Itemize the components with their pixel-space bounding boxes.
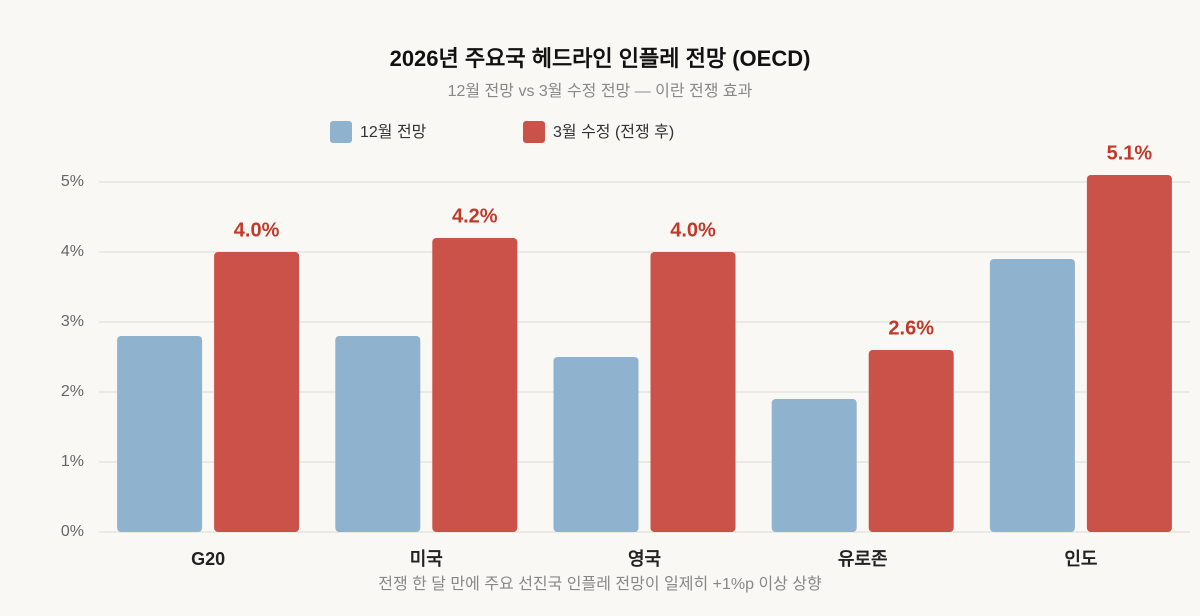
legend-swatch	[330, 121, 352, 143]
legend-label: 3월 수정 (전쟁 후)	[553, 123, 674, 141]
bar	[650, 252, 736, 532]
y-tick-label: 2%	[61, 383, 84, 400]
y-tick-label: 1%	[61, 453, 84, 470]
bar	[432, 238, 518, 532]
value-label: 2.6%	[888, 317, 934, 339]
x-tick-label: G20	[191, 549, 225, 569]
value-label: 4.0%	[234, 219, 280, 241]
y-tick-label: 5%	[61, 173, 84, 190]
chart-title: 2026년 주요국 헤드라인 인플레 전망 (OECD)	[390, 46, 811, 71]
bar	[868, 350, 954, 532]
bar	[771, 399, 857, 532]
value-label: 5.1%	[1107, 142, 1153, 164]
bar	[214, 252, 300, 532]
x-tick-label: 인도	[1064, 549, 1097, 569]
x-tick-label: 영국	[628, 549, 661, 569]
x-tick-label: 미국	[410, 549, 443, 569]
bar	[335, 336, 421, 532]
bar	[1086, 175, 1172, 532]
value-label: 4.0%	[670, 219, 716, 241]
value-label: 4.2%	[452, 205, 498, 227]
bar	[553, 357, 639, 532]
bar	[117, 336, 203, 532]
y-tick-label: 3%	[61, 313, 84, 330]
y-tick-label: 4%	[61, 243, 84, 260]
legend-swatch	[523, 121, 545, 143]
bar	[989, 259, 1075, 532]
footnote: 전쟁 한 달 만에 주요 선진국 인플레 전망이 일제히 +1%p 이상 상향	[378, 575, 822, 593]
chart-subtitle: 12월 전망 vs 3월 수정 전망 — 이란 전쟁 효과	[448, 82, 753, 100]
x-tick-label: 유로존	[838, 549, 888, 569]
legend-label: 12월 전망	[360, 123, 427, 141]
y-tick-label: 0%	[61, 523, 84, 540]
